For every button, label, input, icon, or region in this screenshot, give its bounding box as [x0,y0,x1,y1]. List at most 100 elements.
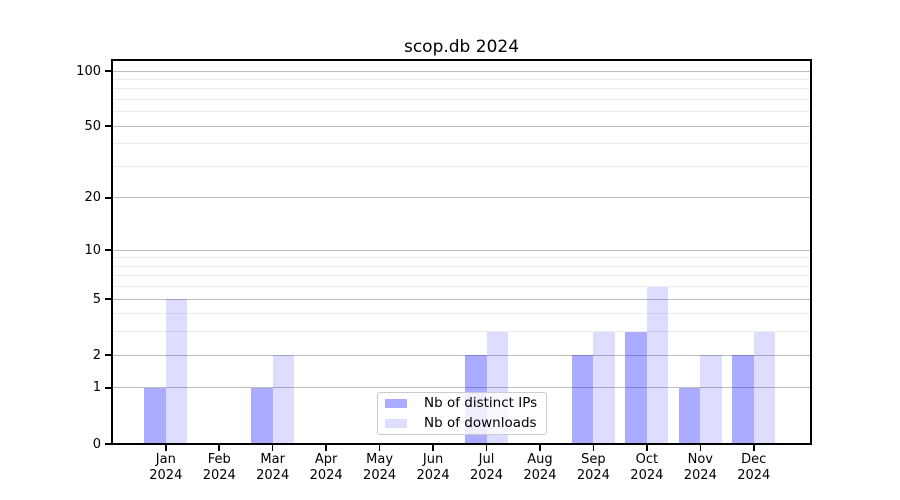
x-tick-year: 2024 [630,468,664,483]
x-tick-label: Apr 2024 [291,452,361,484]
x-tick-label: Feb 2024 [184,452,254,484]
y-tick-label: 50 [84,118,101,134]
y-gridline-minor [113,78,810,80]
x-tick-month: Jul [478,452,495,467]
y-tick-label: 100 [76,63,101,79]
y-gridline-minor [113,143,810,145]
x-tick-month: Apr [314,452,338,467]
y-tick-mark [104,298,112,300]
y-tick-mark [104,197,112,199]
y-gridline-major [113,197,810,199]
y-gridline-major [113,249,810,251]
y-tick-mark [104,443,112,445]
y-tick-label: 1 [92,380,101,396]
y-tick-mark [104,354,112,356]
y-gridline-minor [113,275,810,277]
x-tick-year: 2024 [149,468,183,483]
x-tick-mark [752,445,755,451]
y-gridline-minor [113,88,810,90]
y-gridline-minor [113,165,810,167]
bar-downloads [646,286,669,444]
legend-label-downloads: Nb of downloads [424,415,537,431]
bar-downloads [700,355,722,444]
y-tick-mark [104,387,112,389]
x-tick-year: 2024 [469,468,504,483]
x-tick-mark [378,445,381,451]
x-tick-year: 2024 [416,468,450,483]
plot-area [111,59,812,445]
y-gridline-minor [113,265,810,267]
legend: Nb of distinct IPs Nb of downloads [377,392,547,435]
y-tick-label: 10 [84,242,101,258]
x-tick-label: May 2024 [345,452,415,484]
y-tick-label: 0 [92,436,101,452]
y-gridline-minor [113,257,810,259]
y-gridline-minor [113,111,810,113]
x-tick-label: Jun 2024 [398,452,468,484]
x-tick-label: Aug 2024 [505,452,575,484]
y-gridline-minor [113,331,810,333]
bar-downloads [593,331,615,444]
y-gridline-major [113,298,810,300]
x-tick-mark [646,445,648,451]
x-tick-year: 2024 [737,468,771,483]
bar-distinct-ips [732,355,754,444]
x-tick-month: Dec [741,452,767,467]
x-tick-month: Aug [527,452,553,467]
bar-distinct-ips [251,387,273,444]
x-tick-month: Feb [207,452,231,467]
x-tick-year: 2024 [256,468,290,483]
x-tick-year: 2024 [202,468,236,483]
x-tick-month: Jun [422,452,444,467]
y-gridline-major [113,70,810,72]
x-tick-label: Nov 2024 [665,452,735,484]
x-tick-label: Oct 2024 [612,452,682,484]
legend-row-distinct-ips: Nb of distinct IPs [378,395,546,412]
x-tick-mark [592,445,595,451]
x-tick-mark [539,445,541,451]
x-tick-month: Nov [687,452,713,467]
y-gridline-major [113,387,810,389]
x-tick-year: 2024 [576,468,610,483]
x-tick-mark [165,445,167,451]
bar-downloads [753,331,776,444]
y-tick-mark [104,249,112,251]
x-tick-label: Sep 2024 [558,452,628,484]
x-tick-month: Sep [581,452,606,467]
y-gridline-minor [113,286,810,288]
x-tick-mark [271,445,274,451]
y-tick-mark [104,70,112,72]
y-tick-label: 5 [92,291,101,307]
y-tick-label: 2 [92,347,101,363]
y-gridline-minor [113,313,810,315]
y-tick-label: 20 [84,190,101,206]
legend-swatch-downloads-icon [385,419,407,428]
bar-distinct-ips [571,355,594,444]
x-tick-year: 2024 [683,468,717,483]
x-tick-mark [432,445,434,451]
x-tick-mark [485,445,488,451]
x-tick-month: Mar [260,452,285,467]
x-tick-month: Jan [155,452,176,467]
y-tick-mark [104,125,112,128]
legend-row-downloads: Nb of downloads [378,415,546,432]
x-tick-month: Oct [635,452,659,467]
x-tick-label: Mar 2024 [238,452,308,484]
bar-distinct-ips [678,387,701,444]
x-tick-year: 2024 [363,468,397,483]
legend-label-distinct-ips: Nb of distinct IPs [424,395,538,411]
x-tick-year: 2024 [309,468,343,483]
y-gridline-major [113,125,810,127]
chart-title: scop.db 2024 [403,37,520,57]
bar-distinct-ips [625,331,647,444]
bar-downloads [165,299,188,444]
x-tick-month: May [366,452,394,467]
bar-downloads [272,355,295,444]
x-tick-mark [699,445,702,451]
x-tick-label: Jul 2024 [452,452,522,484]
x-tick-label: Jan 2024 [131,452,201,484]
x-tick-year: 2024 [523,468,557,483]
x-tick-mark [218,445,221,451]
y-gridline-minor [113,98,810,100]
